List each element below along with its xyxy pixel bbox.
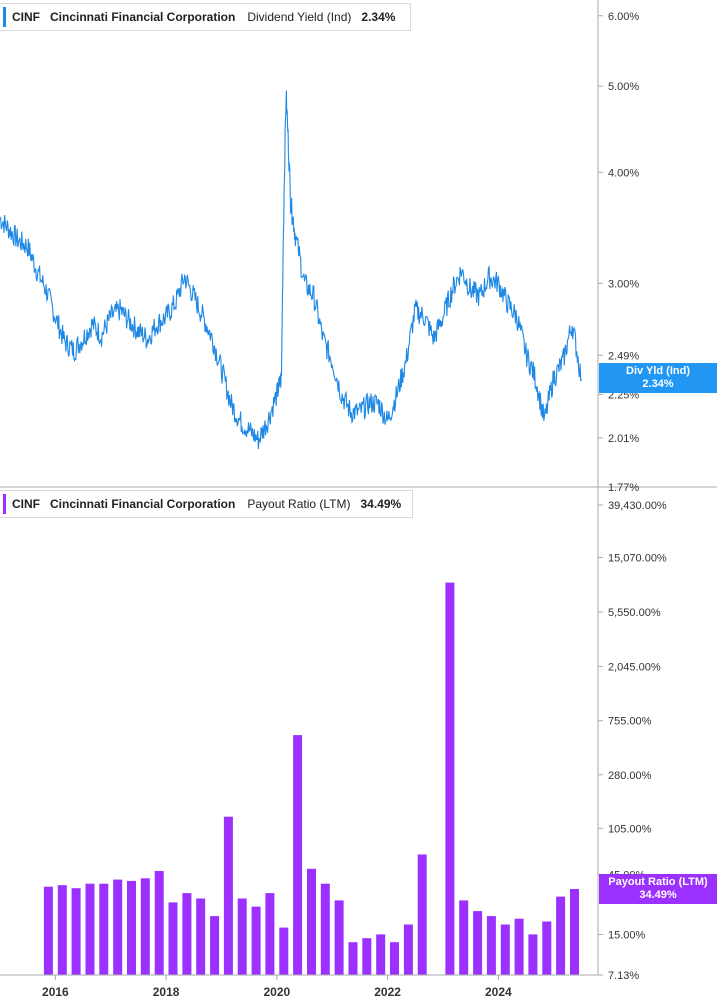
payout-bar [348, 942, 358, 975]
payout-bar [334, 900, 344, 975]
payout-bar [514, 918, 524, 975]
series-swatch [3, 7, 6, 27]
dividend-yield-price-tag: Div Yld (Ind) 2.34% [599, 363, 717, 393]
payout-bar [390, 942, 399, 975]
payout-bar [556, 896, 566, 975]
payout-bar [99, 883, 109, 975]
payout-ratio-legend: CINF Cincinnati Financial Corporation Pa… [0, 490, 413, 518]
payout-bar [237, 898, 247, 975]
x-tick-label: 2022 [374, 985, 401, 999]
payout-bar [127, 880, 136, 975]
dividend-yield-line [0, 90, 582, 450]
legend-ticker: CINF [12, 497, 40, 511]
payout-bar [459, 900, 469, 975]
payout-bar [403, 924, 413, 975]
legend-ticker: CINF [12, 10, 40, 24]
payout-bar [168, 902, 178, 975]
payout-bar [71, 888, 81, 975]
series-swatch [3, 494, 6, 514]
payout-bar [279, 927, 289, 975]
y-tick-label: 15,070.00% [608, 552, 667, 564]
payout-bar [293, 735, 303, 975]
x-tick-label: 2020 [264, 985, 291, 999]
payout-bar [307, 868, 316, 975]
y-tick-label: 3.00% [608, 278, 639, 290]
payout-bar [362, 938, 372, 975]
y-tick-label: 6.00% [608, 11, 639, 23]
tag-label: Div Yld (Ind) [626, 365, 690, 377]
payout-bar [473, 911, 483, 975]
x-tick-label: 2024 [485, 985, 512, 999]
payout-bar [376, 934, 386, 975]
payout-bar [528, 934, 538, 975]
payout-bar [251, 906, 261, 975]
payout-bar [210, 916, 220, 975]
payout-bar [154, 871, 164, 975]
y-tick-label: 755.00% [608, 716, 652, 728]
legend-value: 34.49% [360, 497, 402, 511]
y-tick-label: 5.00% [608, 81, 639, 93]
dividend-yield-legend: CINF Cincinnati Financial Corporation Di… [0, 3, 411, 31]
payout-bar [140, 878, 150, 975]
payout-bar [223, 816, 233, 975]
payout-bar [57, 885, 67, 975]
x-tick-label: 2018 [153, 985, 180, 999]
legend-metric: Dividend Yield (Ind) [247, 10, 352, 24]
legend-company: Cincinnati Financial Corporation [50, 497, 236, 511]
payout-bar [182, 893, 192, 975]
payout-bar [542, 921, 552, 975]
y-tick-label: 2.01% [608, 433, 639, 445]
payout-bar [113, 879, 123, 975]
payout-bar [570, 889, 579, 975]
payout-bar [43, 886, 53, 975]
legend-company: Cincinnati Financial Corporation [50, 10, 236, 24]
y-tick-label: 1.77% [608, 482, 639, 494]
y-tick-label: 5,550.00% [608, 607, 661, 619]
y-tick-label: 2,045.00% [608, 661, 661, 673]
tag-value: 2.34% [642, 378, 674, 390]
payout-bar [445, 582, 455, 975]
payout-bar [196, 898, 206, 975]
y-tick-label: 105.00% [608, 823, 652, 835]
x-tick-label: 2016 [42, 985, 69, 999]
y-tick-label: 2.49% [608, 350, 639, 362]
payout-bar [500, 924, 510, 975]
legend-metric: Payout Ratio (LTM) [247, 497, 351, 511]
y-tick-label: 280.00% [608, 770, 652, 782]
y-tick-label: 7.13% [608, 970, 639, 982]
y-tick-label: 39,430.00% [608, 500, 667, 512]
payout-bar [320, 883, 330, 975]
payout-bar [417, 854, 427, 975]
payout-bar [486, 916, 496, 975]
payout-bar [85, 883, 95, 975]
payout-ratio-price-tag: Payout Ratio (LTM) 34.49% [599, 874, 717, 904]
legend-value: 2.34% [361, 10, 396, 24]
y-tick-label: 15.00% [608, 929, 646, 941]
tag-label: Payout Ratio (LTM) [608, 876, 708, 888]
y-tick-label: 4.00% [608, 167, 639, 179]
payout-bar [265, 893, 275, 975]
tag-value: 34.49% [639, 889, 677, 901]
